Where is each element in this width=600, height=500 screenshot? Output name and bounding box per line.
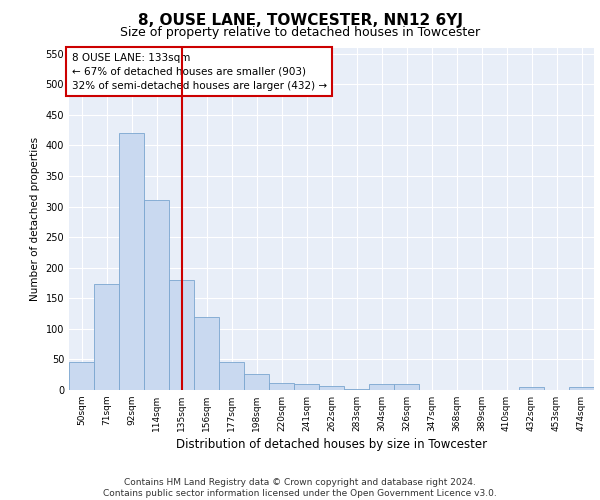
Bar <box>144 200 169 390</box>
Bar <box>169 280 194 390</box>
Text: Size of property relative to detached houses in Towcester: Size of property relative to detached ho… <box>120 26 480 39</box>
Bar <box>319 386 344 390</box>
Bar <box>94 284 119 390</box>
Bar <box>394 384 419 390</box>
Bar <box>219 362 244 390</box>
Text: 8 OUSE LANE: 133sqm
← 67% of detached houses are smaller (903)
32% of semi-detac: 8 OUSE LANE: 133sqm ← 67% of detached ho… <box>71 52 327 90</box>
X-axis label: Distribution of detached houses by size in Towcester: Distribution of detached houses by size … <box>176 438 487 451</box>
Text: 8, OUSE LANE, TOWCESTER, NN12 6YJ: 8, OUSE LANE, TOWCESTER, NN12 6YJ <box>137 12 463 28</box>
Bar <box>69 362 94 390</box>
Bar <box>369 384 394 390</box>
Bar <box>519 387 544 390</box>
Bar <box>244 374 269 390</box>
Bar <box>119 133 144 390</box>
Bar <box>194 317 219 390</box>
Bar <box>569 387 594 390</box>
Y-axis label: Number of detached properties: Number of detached properties <box>30 136 40 301</box>
Bar <box>294 384 319 390</box>
Bar <box>269 382 294 390</box>
Text: Contains HM Land Registry data © Crown copyright and database right 2024.
Contai: Contains HM Land Registry data © Crown c… <box>103 478 497 498</box>
